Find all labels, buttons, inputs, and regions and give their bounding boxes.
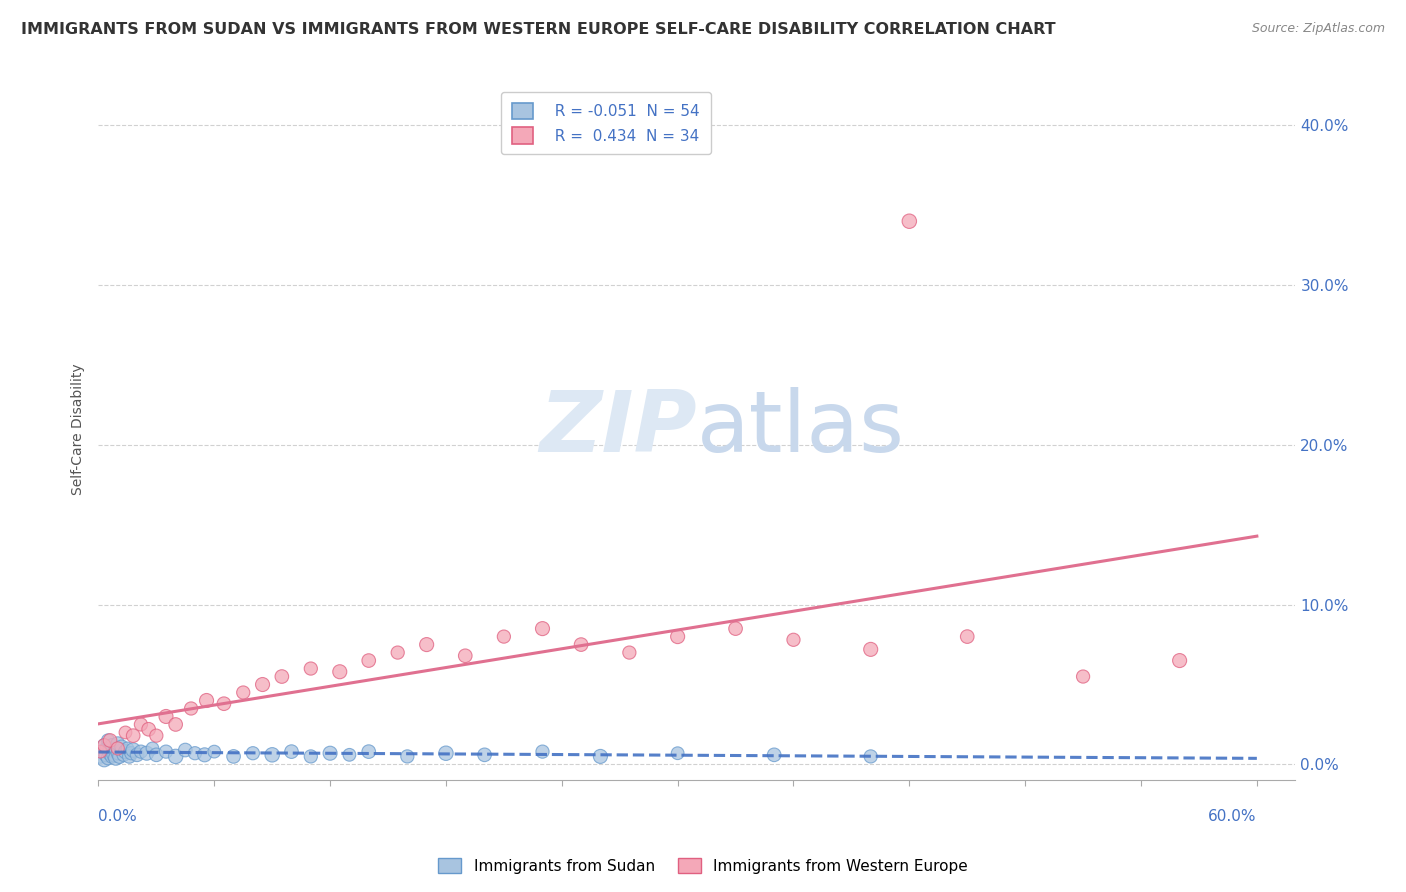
Point	[724, 622, 747, 636]
Point	[180, 701, 202, 715]
Point	[96, 747, 118, 762]
Point	[141, 741, 163, 756]
Point	[155, 709, 177, 723]
Point	[859, 749, 882, 764]
Point	[619, 646, 641, 660]
Point	[782, 632, 804, 647]
Point	[222, 749, 245, 764]
Point	[114, 725, 136, 739]
Point	[122, 743, 145, 757]
Point	[202, 745, 225, 759]
Text: Source: ZipAtlas.com: Source: ZipAtlas.com	[1251, 22, 1385, 36]
Point	[492, 630, 515, 644]
Point	[129, 745, 152, 759]
Point	[120, 746, 142, 760]
Point	[98, 743, 121, 757]
Point	[93, 738, 115, 752]
Point	[262, 747, 284, 762]
Point	[415, 638, 437, 652]
Point	[110, 739, 132, 754]
Point	[138, 723, 160, 737]
Point	[357, 654, 380, 668]
Point	[110, 743, 132, 757]
Point	[165, 717, 187, 731]
Point	[93, 738, 115, 752]
Point	[194, 747, 217, 762]
Legend:   R = -0.051  N = 54,   R =  0.434  N = 34: R = -0.051 N = 54, R = 0.434 N = 34	[501, 92, 710, 154]
Point	[1168, 654, 1191, 668]
Point	[93, 753, 115, 767]
Point	[387, 646, 409, 660]
Point	[101, 749, 124, 764]
Point	[319, 746, 342, 760]
Point	[155, 745, 177, 759]
Text: 60.0%: 60.0%	[1208, 809, 1257, 824]
Point	[195, 693, 218, 707]
Text: atlas: atlas	[697, 387, 905, 470]
Point	[122, 729, 145, 743]
Point	[299, 749, 322, 764]
Text: ZIP: ZIP	[540, 387, 697, 470]
Point	[589, 749, 612, 764]
Point	[252, 677, 274, 691]
Point	[98, 746, 121, 760]
Point	[329, 665, 352, 679]
Point	[357, 745, 380, 759]
Point	[107, 746, 129, 760]
Point	[104, 751, 127, 765]
Point	[1071, 669, 1094, 683]
Point	[101, 738, 124, 752]
Point	[454, 648, 477, 663]
Point	[103, 745, 125, 759]
Text: 0.0%: 0.0%	[98, 809, 138, 824]
Point	[174, 743, 197, 757]
Point	[104, 741, 127, 756]
Point	[108, 749, 131, 764]
Point	[165, 749, 187, 764]
Point	[91, 745, 114, 759]
Point	[666, 630, 689, 644]
Point	[97, 733, 120, 747]
Point	[118, 749, 141, 764]
Point	[97, 751, 120, 765]
Point	[956, 630, 979, 644]
Point	[125, 747, 148, 762]
Point	[859, 642, 882, 657]
Point	[135, 746, 157, 760]
Point	[212, 697, 235, 711]
Point	[89, 749, 111, 764]
Point	[184, 746, 207, 760]
Point	[569, 638, 592, 652]
Point	[129, 717, 152, 731]
Point	[339, 747, 361, 762]
Point	[96, 741, 118, 756]
Point	[531, 745, 554, 759]
Point	[242, 746, 264, 760]
Point	[474, 747, 496, 762]
Point	[114, 745, 136, 759]
Point	[434, 746, 457, 760]
Point	[898, 214, 921, 228]
Point	[763, 747, 786, 762]
Legend: Immigrants from Sudan, Immigrants from Western Europe: Immigrants from Sudan, Immigrants from W…	[433, 852, 973, 880]
Point	[280, 745, 302, 759]
Point	[145, 747, 167, 762]
Point	[145, 729, 167, 743]
Text: IMMIGRANTS FROM SUDAN VS IMMIGRANTS FROM WESTERN EUROPE SELF-CARE DISABILITY COR: IMMIGRANTS FROM SUDAN VS IMMIGRANTS FROM…	[21, 22, 1056, 37]
Point	[117, 741, 139, 756]
Point	[666, 746, 689, 760]
Point	[299, 661, 322, 675]
Point	[98, 733, 121, 747]
Point	[89, 745, 111, 759]
Point	[270, 669, 292, 683]
Point	[396, 749, 419, 764]
Point	[107, 741, 129, 756]
Point	[103, 747, 125, 762]
Point	[531, 622, 554, 636]
Y-axis label: Self-Care Disability: Self-Care Disability	[72, 363, 86, 495]
Point	[107, 737, 129, 751]
Point	[112, 747, 135, 762]
Point	[232, 685, 254, 699]
